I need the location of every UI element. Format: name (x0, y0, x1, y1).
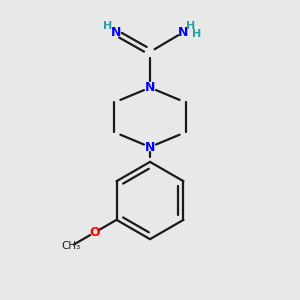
Text: N: N (145, 81, 155, 94)
Text: CH₃: CH₃ (62, 241, 81, 251)
Text: H: H (186, 21, 196, 31)
Text: O: O (89, 226, 100, 239)
Text: N: N (178, 26, 188, 39)
Text: N: N (111, 26, 121, 39)
Text: N: N (145, 140, 155, 154)
Text: H: H (192, 29, 202, 39)
Text: H: H (103, 21, 112, 31)
